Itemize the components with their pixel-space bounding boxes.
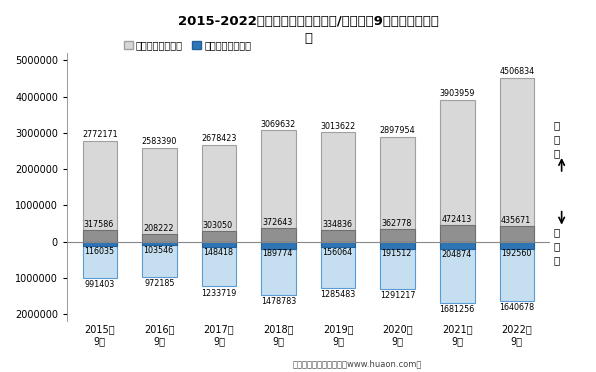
Text: 2583390: 2583390: [142, 137, 177, 146]
Bar: [440, 225, 474, 242]
Bar: [142, 234, 176, 242]
Text: 148418: 148418: [203, 248, 233, 257]
Bar: [499, 242, 534, 248]
Bar: [82, 230, 117, 242]
Text: 204874: 204874: [441, 250, 471, 259]
Text: 2678423: 2678423: [201, 134, 237, 143]
Bar: [142, 148, 176, 242]
Bar: [82, 242, 117, 278]
Text: 1285483: 1285483: [321, 291, 356, 299]
Text: 191512: 191512: [381, 249, 412, 258]
Bar: [380, 228, 415, 242]
Text: 362778: 362778: [381, 219, 412, 228]
Bar: [321, 242, 355, 288]
Bar: [142, 242, 176, 246]
Bar: [261, 130, 296, 242]
Text: 1291217: 1291217: [380, 291, 415, 300]
Bar: [261, 228, 296, 242]
Text: 991403: 991403: [85, 280, 115, 289]
Bar: [440, 242, 474, 303]
Text: 进
口
额: 进 口 额: [554, 227, 560, 265]
Text: 3903959: 3903959: [439, 89, 475, 98]
Text: 1640678: 1640678: [499, 303, 535, 312]
Bar: [380, 137, 415, 242]
Text: 103546: 103546: [143, 246, 173, 255]
Text: 435671: 435671: [501, 216, 531, 225]
Bar: [261, 242, 296, 248]
Text: 出
口
额: 出 口 额: [554, 120, 560, 158]
Bar: [82, 242, 117, 246]
Bar: [321, 230, 355, 242]
Bar: [440, 242, 474, 249]
Text: 317586: 317586: [83, 221, 114, 230]
Text: 972185: 972185: [144, 279, 175, 288]
Text: 3069632: 3069632: [261, 119, 296, 129]
Text: 472413: 472413: [441, 215, 471, 224]
Text: 192560: 192560: [501, 249, 531, 259]
Bar: [380, 242, 415, 248]
Text: 4506834: 4506834: [499, 67, 535, 76]
Bar: [142, 242, 176, 277]
Text: 1681256: 1681256: [440, 305, 475, 314]
Bar: [380, 242, 415, 289]
Bar: [261, 242, 296, 295]
Text: 372643: 372643: [262, 218, 293, 227]
Bar: [201, 242, 236, 286]
Bar: [499, 226, 534, 242]
Bar: [321, 132, 355, 242]
Legend: 累计值（万美元）, 当月值（万美元）: 累计值（万美元）, 当月值（万美元）: [120, 36, 255, 54]
Bar: [201, 242, 236, 247]
Bar: [499, 242, 534, 301]
Text: 303050: 303050: [203, 221, 233, 230]
Bar: [82, 141, 117, 242]
Title: 2015-2022年杭州市（境内目的地/货源地）9月进、出口额统
计: 2015-2022年杭州市（境内目的地/货源地）9月进、出口额统 计: [178, 15, 439, 45]
Text: 189774: 189774: [262, 249, 293, 258]
Text: 1233719: 1233719: [201, 289, 237, 298]
Text: 2897954: 2897954: [380, 126, 415, 135]
Text: 208222: 208222: [143, 224, 174, 233]
Text: 334836: 334836: [322, 220, 352, 229]
Bar: [440, 100, 474, 242]
Text: 2772171: 2772171: [82, 130, 117, 140]
Bar: [321, 242, 355, 247]
Text: 116035: 116035: [83, 247, 114, 256]
Text: 3013622: 3013622: [321, 122, 356, 131]
Bar: [201, 231, 236, 242]
Bar: [499, 78, 534, 242]
Text: 1478783: 1478783: [261, 298, 296, 307]
Text: 156064: 156064: [322, 248, 352, 257]
Bar: [201, 145, 236, 242]
Text: 制图：华经产业研究院（www.huaon.com）: 制图：华经产业研究院（www.huaon.com）: [293, 359, 423, 368]
